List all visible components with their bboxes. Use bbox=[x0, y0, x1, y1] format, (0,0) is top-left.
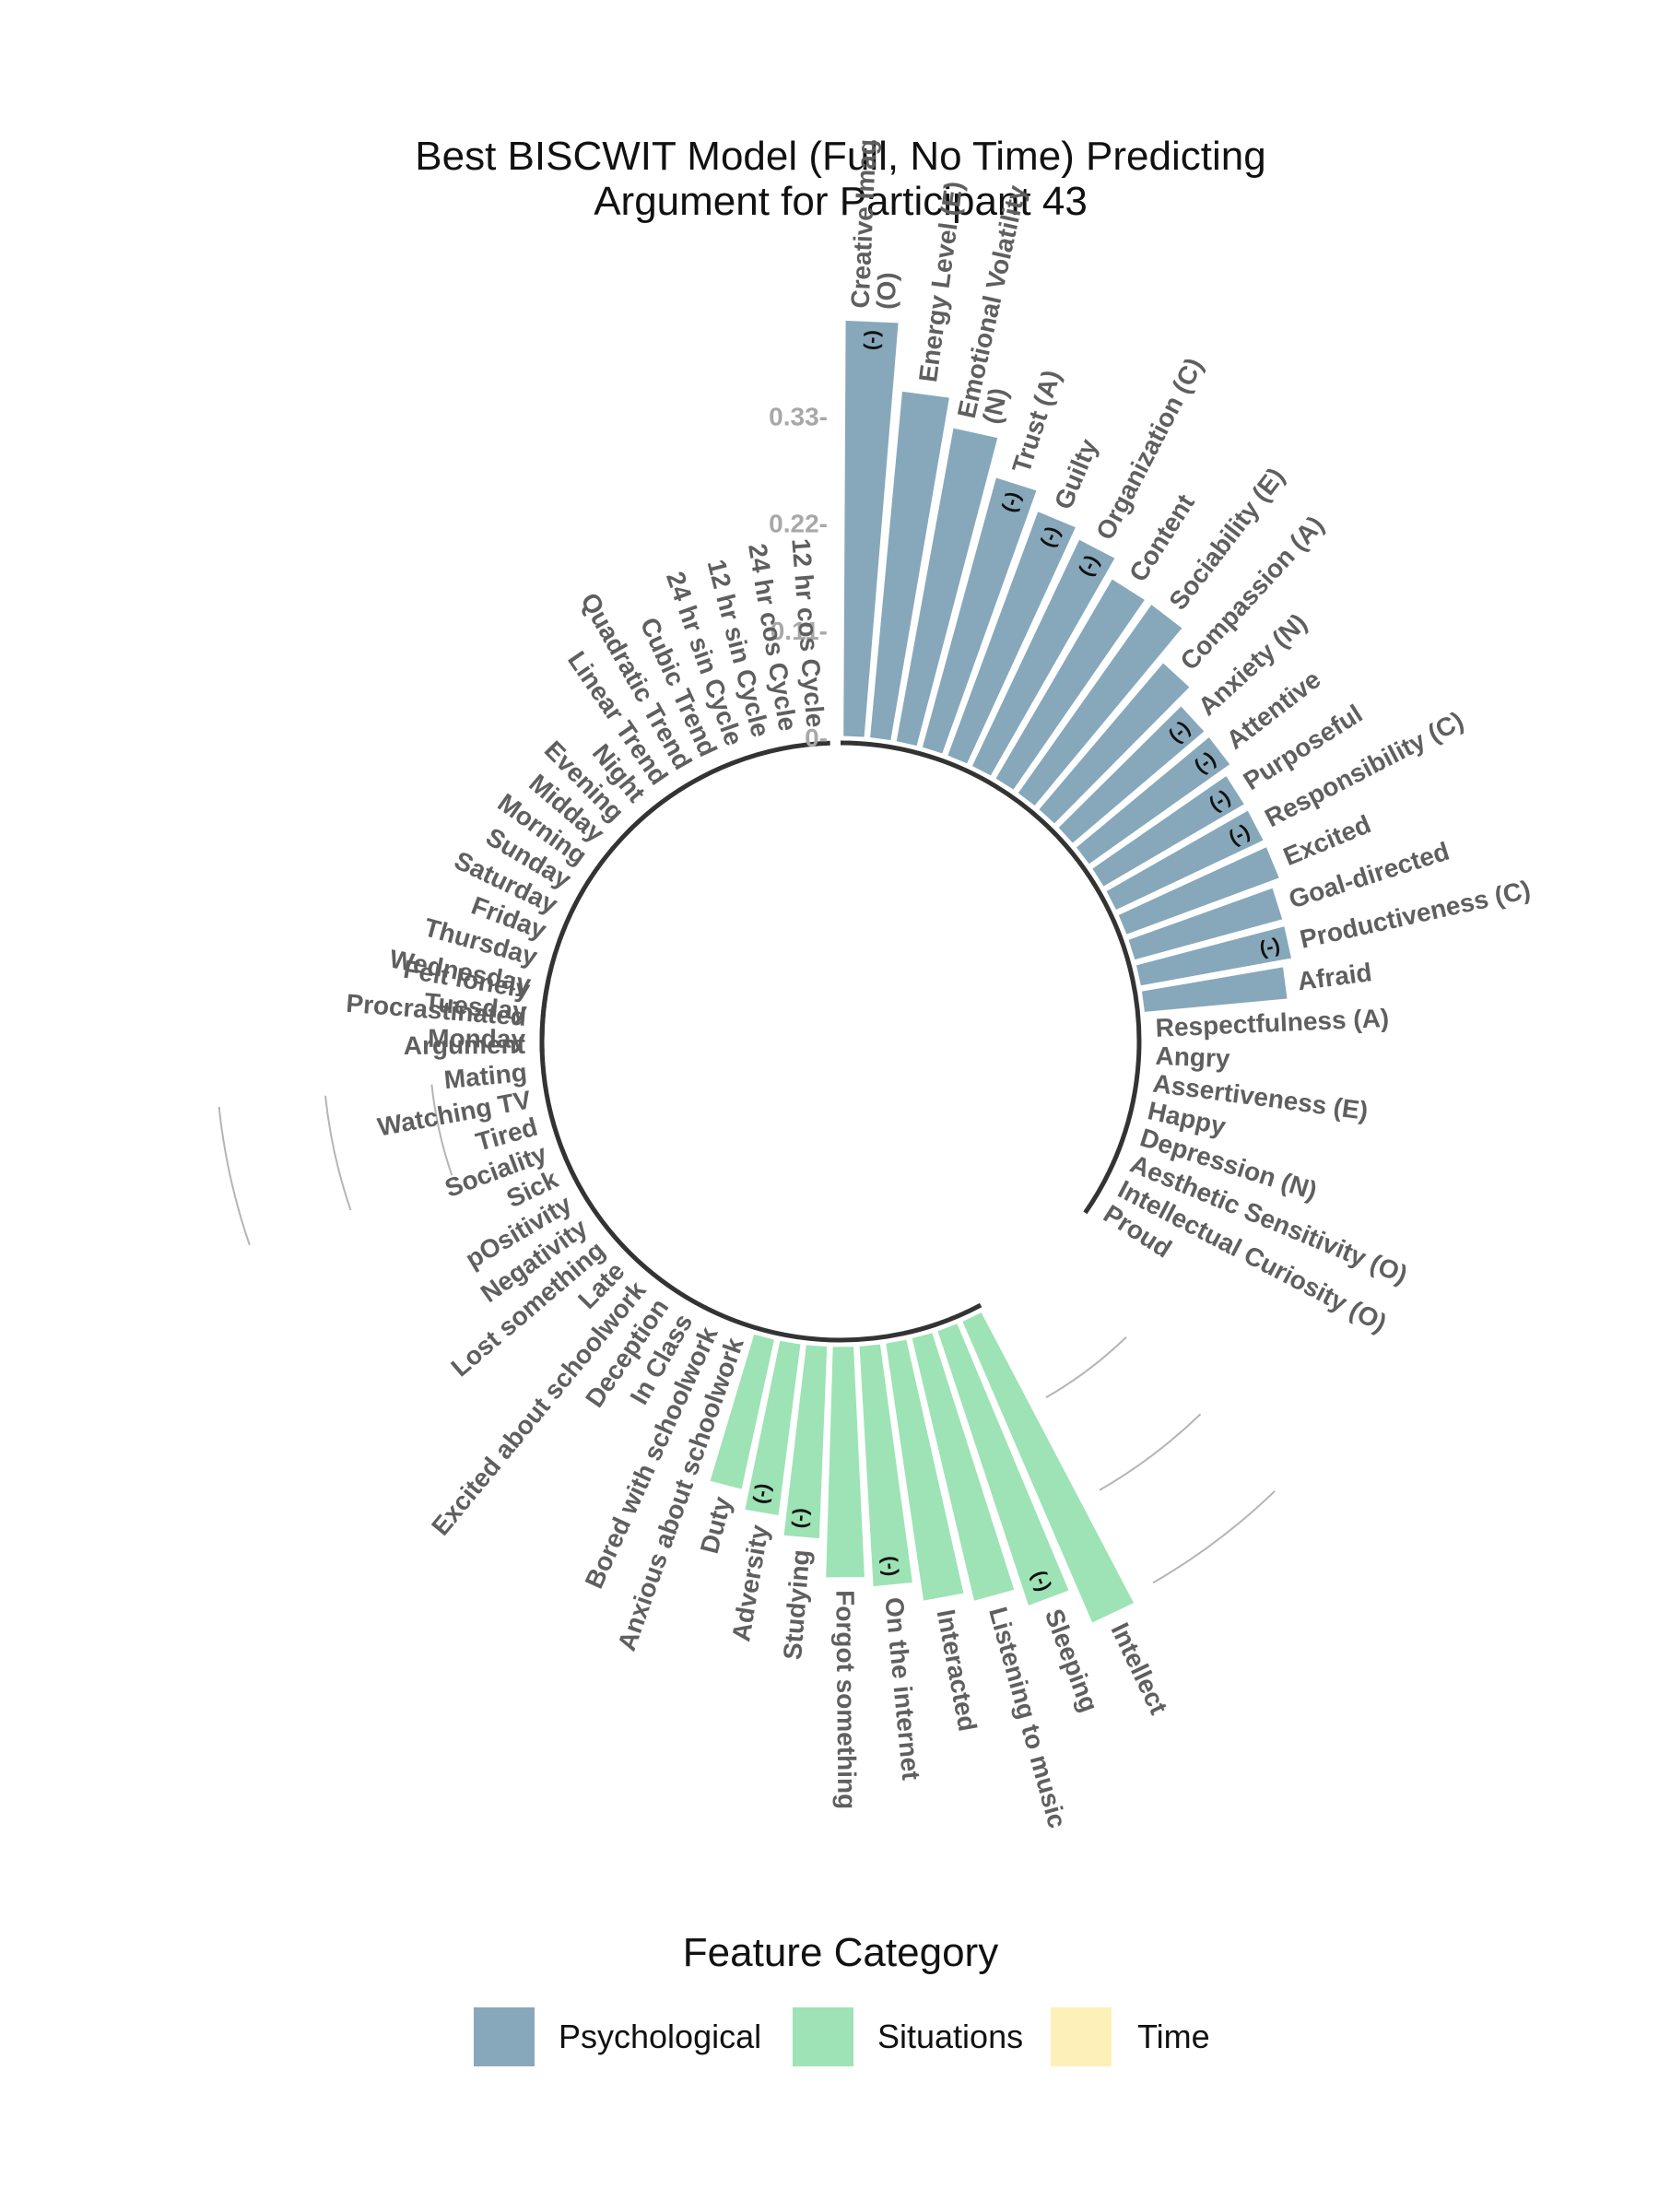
label-interacted: Interacted bbox=[932, 1607, 982, 1734]
bar-energy-level-e bbox=[866, 388, 953, 744]
negative-mark-creative-imag-o: (-) bbox=[859, 330, 883, 351]
scale-arc-left-2 bbox=[324, 1095, 352, 1211]
legend-title: Feature Category bbox=[683, 1930, 998, 1975]
chart-title: Best BISCWIT Model (Full, No Time) Predi… bbox=[415, 134, 1265, 224]
label-trust-a: Trust (A) bbox=[1006, 367, 1065, 477]
bar-goal-directed bbox=[1124, 884, 1286, 963]
bar-attentive bbox=[1072, 733, 1234, 868]
bar-sleeping bbox=[934, 1320, 1073, 1609]
radial-tick-2: 0.22- bbox=[769, 510, 828, 538]
legend: Feature Category Psychological Situation… bbox=[474, 1930, 1210, 2066]
chart-title-line-1: Best BISCWIT Model (Full, No Time) Predi… bbox=[415, 134, 1265, 179]
label-studying: Studying bbox=[778, 1548, 815, 1661]
bar-compassion-a bbox=[1035, 659, 1194, 828]
legend-swatch-situations bbox=[793, 2007, 853, 2066]
radial-tick-3: 0.33- bbox=[769, 403, 828, 431]
bar-content bbox=[992, 575, 1149, 794]
label-angry: Angry bbox=[1155, 1041, 1231, 1074]
bar-on-the-internet bbox=[856, 1341, 916, 1590]
label-creative-imag-o: Creative Imag(O) bbox=[846, 138, 908, 310]
label-on-the-internet: On the internet bbox=[879, 1596, 925, 1782]
scale-arc-right-3 bbox=[1152, 1490, 1276, 1584]
label-argument: Argument bbox=[404, 1030, 525, 1060]
bar-listening-to-music bbox=[909, 1329, 1018, 1605]
bar-purposeful bbox=[1088, 771, 1248, 890]
legend-label-psychological: Psychological bbox=[559, 2018, 761, 2055]
scale-arc-left-3 bbox=[218, 1106, 251, 1246]
label-duty: Duty bbox=[695, 1493, 737, 1556]
scale-arc-right-1 bbox=[1045, 1336, 1127, 1399]
label-afraid: Afraid bbox=[1296, 958, 1373, 995]
bar-adversity bbox=[741, 1337, 804, 1519]
label-forgot-something: Forgot something bbox=[830, 1590, 861, 1809]
bar-studying bbox=[781, 1342, 830, 1542]
negative-mark-studying: (-) bbox=[791, 1507, 816, 1529]
baseline-situations bbox=[539, 979, 982, 1343]
bar-forgot-something bbox=[823, 1344, 868, 1581]
bar-interacted bbox=[882, 1336, 968, 1605]
bar-trust-a bbox=[919, 474, 1041, 758]
bar-guilty bbox=[944, 508, 1079, 768]
label-adversity: Adversity bbox=[726, 1523, 774, 1643]
legend-label-situations: Situations bbox=[877, 2018, 1023, 2055]
legend-swatch-time bbox=[1051, 2007, 1112, 2066]
legend-swatch-psychological bbox=[474, 2007, 535, 2066]
negative-mark-productiveness-c: (-) bbox=[1257, 933, 1282, 959]
legend-label-time: Time bbox=[1137, 2018, 1210, 2055]
label-guilty: Guilty bbox=[1049, 434, 1103, 513]
radial-tick-0: 0- bbox=[805, 724, 828, 752]
bar-emotional-volatility-n bbox=[893, 425, 1001, 749]
radial-tick-labels: 0- 0.11- 0.22- 0.33- bbox=[769, 403, 828, 752]
negative-mark-on-the-internet: (-) bbox=[878, 1555, 903, 1577]
bar-organization-c bbox=[969, 535, 1119, 780]
bar-productiveness-c bbox=[1133, 923, 1295, 989]
bar-anxiety-n bbox=[1054, 702, 1208, 847]
radial-scale-lines bbox=[218, 1084, 1276, 1584]
baseline-time bbox=[539, 740, 830, 1053]
bar-sociability-e bbox=[1014, 600, 1186, 810]
bar-intellect bbox=[959, 1309, 1138, 1627]
bar-creative-imag-o bbox=[841, 317, 901, 740]
group-baselines bbox=[539, 740, 1142, 1343]
bars-layer bbox=[706, 317, 1295, 1627]
chart-title-line-2: Argument for Participant 43 bbox=[594, 179, 1088, 224]
bar-excited bbox=[1114, 843, 1283, 938]
scale-arc-left-1 bbox=[430, 1084, 453, 1176]
bar-duty bbox=[706, 1331, 778, 1493]
bar-afraid bbox=[1138, 963, 1290, 1016]
label-intellect: Intellect bbox=[1105, 1618, 1173, 1719]
radial-tick-1: 0.11- bbox=[771, 617, 828, 645]
scale-arc-right-2 bbox=[1099, 1413, 1202, 1491]
negative-mark-adversity: (-) bbox=[751, 1482, 777, 1506]
label-monday: Monday bbox=[428, 1024, 525, 1053]
bar-responsibility-c bbox=[1102, 806, 1267, 913]
baseline-psychological bbox=[840, 740, 1142, 1215]
